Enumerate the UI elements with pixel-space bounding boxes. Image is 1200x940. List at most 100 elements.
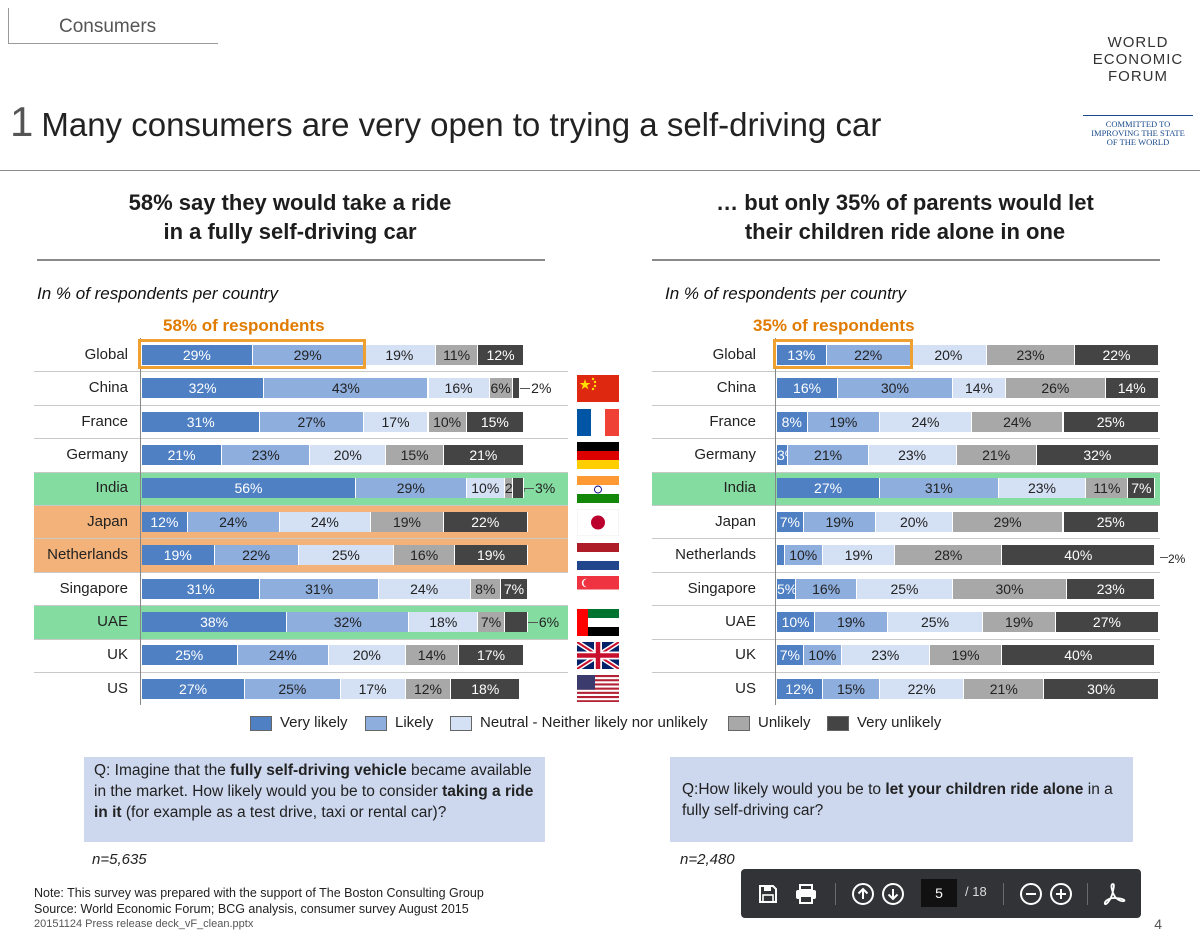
bar-segment: 40% xyxy=(1002,645,1156,666)
save-icon[interactable] xyxy=(753,879,783,909)
bar-segment: 25% xyxy=(1063,411,1159,432)
category-label: Japan xyxy=(715,512,756,530)
logo-tagline-1: COMMITTED TO xyxy=(1105,119,1171,129)
bar-segment: 3% xyxy=(777,444,798,465)
right-units-label: In % of respondents per country xyxy=(665,284,906,303)
category-label: US xyxy=(735,679,756,697)
bar-segment: 15% xyxy=(466,411,524,432)
bar-segment xyxy=(512,378,521,399)
bar-segment: 10% xyxy=(466,478,505,499)
bar-segment: 19% xyxy=(363,344,437,365)
logo-line-3: FORUM xyxy=(1108,68,1168,85)
toolbar-divider xyxy=(1003,883,1004,905)
bar-segment: 43% xyxy=(264,378,429,399)
bar-segment: 27% xyxy=(777,478,881,499)
data-label: 3% xyxy=(535,480,556,497)
bar-segment: 27% xyxy=(142,678,246,699)
right-question-box: Q:How likely would you be to let your ch… xyxy=(670,757,1133,842)
question-text: Q: Imagine that the xyxy=(94,762,231,779)
page-number-input[interactable] xyxy=(921,879,957,907)
logo-tagline-2: IMPROVING THE STATE xyxy=(1091,128,1185,138)
bar-segment: 14% xyxy=(1105,378,1159,399)
zoom-in-icon[interactable] xyxy=(1046,879,1076,909)
chart-legend: Very likely Likely Neutral - Neither likel… xyxy=(250,714,950,734)
legend-swatch xyxy=(827,716,849,731)
row-separator xyxy=(652,404,1160,406)
row-separator xyxy=(652,605,1160,607)
us-flag-icon xyxy=(577,675,619,702)
category-label: Germany xyxy=(694,445,756,463)
previous-page-icon[interactable] xyxy=(848,879,878,909)
data-label: 6% xyxy=(538,613,560,630)
right-headline-line-1: … but only 35% of parents would let xyxy=(716,190,1094,215)
bar-segment xyxy=(512,478,524,499)
bar-segment: 23% xyxy=(1067,578,1156,599)
footer-page-number: 4 xyxy=(1154,916,1162,932)
category-label: Singapore xyxy=(59,579,128,597)
logo-tagline-3: OF THE WORLD xyxy=(1106,137,1170,147)
footer-note: Note: This survey was prepared with the … xyxy=(34,886,484,900)
bar-segment: 27% xyxy=(1055,611,1159,632)
france-flag-icon xyxy=(577,409,619,436)
category-label: UAE xyxy=(725,612,756,630)
bar-segment: 19% xyxy=(807,411,881,432)
row-separator xyxy=(34,371,568,373)
question-text: (for example as a test drive, taxi or re… xyxy=(121,804,447,821)
uae-flag-icon xyxy=(577,609,619,636)
bar-segment: 19% xyxy=(929,645,1003,666)
left-question-box: Q: Imagine that the fully self-driving v… xyxy=(84,757,545,842)
category-label: India xyxy=(95,479,128,497)
legend-label: Likely xyxy=(395,714,434,731)
logo-line-1: WORLD xyxy=(1107,34,1169,51)
question-emphasis: let your children ride alone xyxy=(885,781,1084,798)
bar-segment: 31% xyxy=(260,578,379,599)
bar-segment: 23% xyxy=(987,344,1075,365)
bar-segment: 17% xyxy=(340,678,406,699)
bar-segment: 23% xyxy=(841,645,930,666)
question-emphasis: fully self-driving vehicle xyxy=(230,762,407,779)
next-page-icon[interactable] xyxy=(878,879,908,909)
bar-segment: 24% xyxy=(237,645,330,666)
bar-segment: 25% xyxy=(298,545,395,566)
bar-segment: 18% xyxy=(409,611,479,632)
bar-segment xyxy=(777,545,785,566)
bar-segment: 38% xyxy=(142,611,288,632)
row-separator xyxy=(34,605,568,607)
bar-segment: 29% xyxy=(252,344,364,365)
bar-segment: 5% xyxy=(777,578,798,599)
uk-flag-icon xyxy=(577,642,619,669)
bar-segment: 7% xyxy=(501,578,528,599)
bar-segment: 7% xyxy=(777,511,804,532)
bar-segment: 25% xyxy=(245,678,341,699)
bar-segment: 32% xyxy=(287,611,410,632)
question-emphasis: taking a ride in it xyxy=(94,783,534,821)
zoom-out-icon[interactable] xyxy=(1016,879,1046,909)
bar-segment: 25% xyxy=(887,611,984,632)
category-label: US xyxy=(107,679,128,697)
row-separator xyxy=(34,438,568,440)
footer-source: Source: World Economic Forum; BCG analys… xyxy=(34,902,469,916)
category-label: UK xyxy=(735,646,756,664)
category-label: France xyxy=(81,412,128,430)
logo-line-2: ECONOMIC xyxy=(1092,51,1184,68)
bar-segment: 14% xyxy=(405,645,460,666)
bar-segment: 21% xyxy=(964,678,1045,699)
bar-segment: 18% xyxy=(451,678,521,699)
slide-title-text: Many consumers are very open to trying a… xyxy=(41,106,882,143)
bar-segment: 22% xyxy=(443,511,528,532)
top-two-box-highlight xyxy=(138,339,366,370)
print-icon[interactable] xyxy=(791,879,821,909)
bar-segment: 21% xyxy=(142,444,223,465)
bar-segment: 19% xyxy=(822,545,896,566)
category-label: Netherlands xyxy=(47,546,128,564)
bar-segment: 21% xyxy=(956,444,1037,465)
bar-segment: 19% xyxy=(455,545,528,566)
category-label: UAE xyxy=(97,612,128,630)
title-divider xyxy=(0,170,1200,171)
bar-segment: 10% xyxy=(428,411,467,432)
acrobat-icon[interactable] xyxy=(1099,879,1129,909)
data-label-leader xyxy=(520,388,531,390)
section-label: Consumers xyxy=(59,16,157,37)
singapore-flag-icon xyxy=(577,576,619,603)
bar-segment: 30% xyxy=(838,378,953,399)
